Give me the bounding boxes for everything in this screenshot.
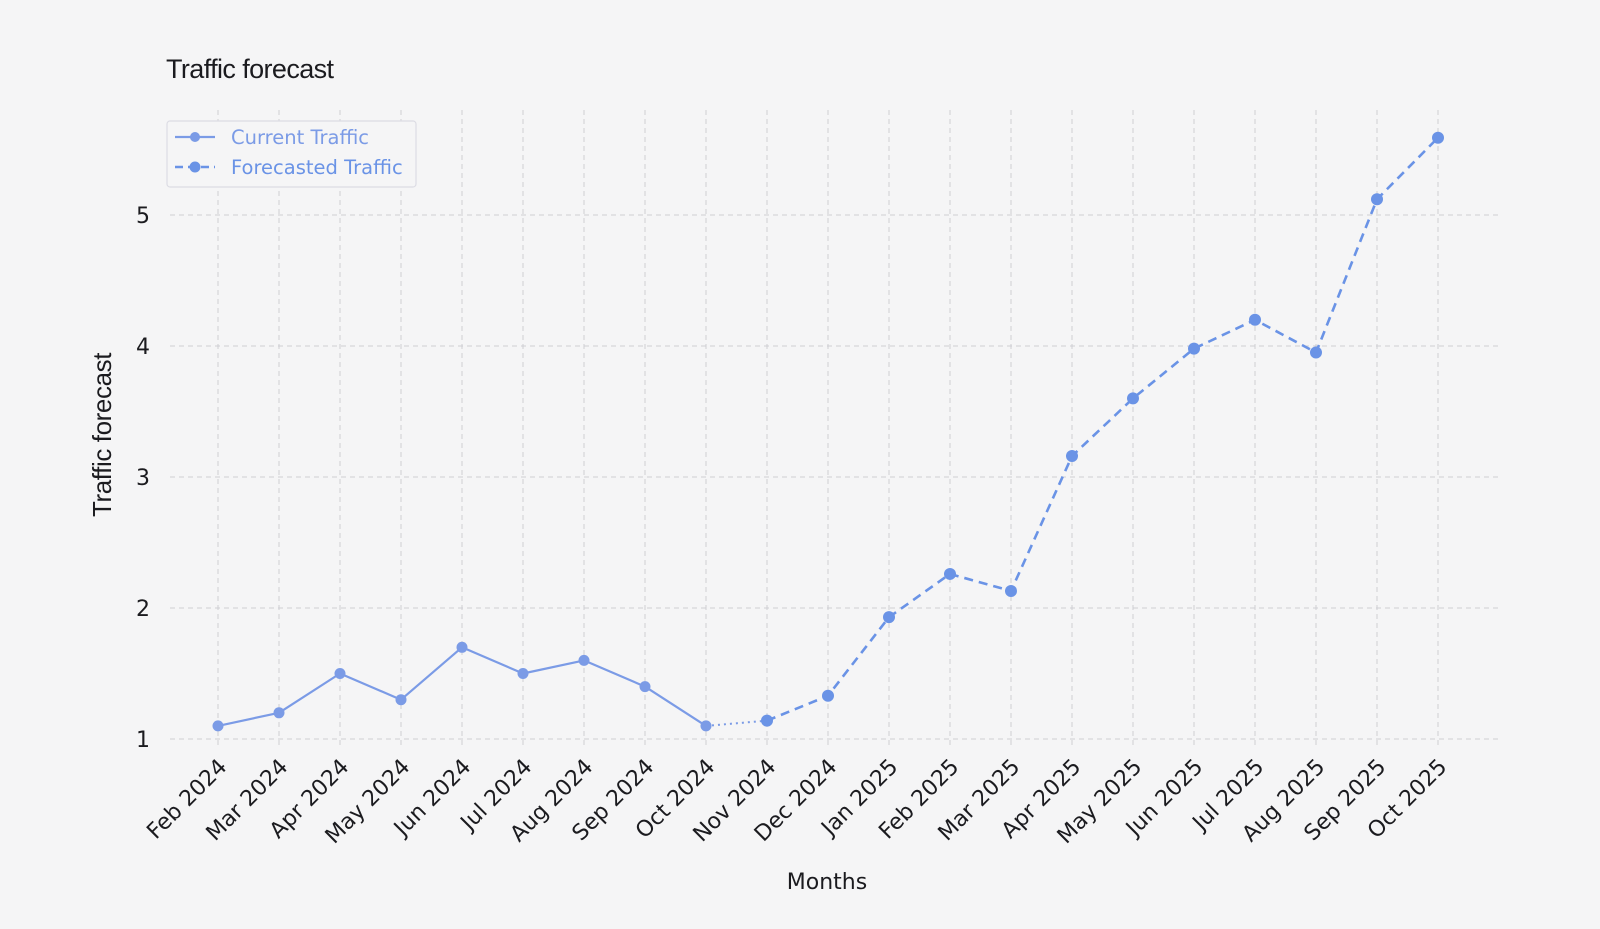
current-traffic-point[interactable] — [273, 707, 285, 719]
grid — [170, 110, 1498, 745]
current-traffic-point[interactable] — [578, 654, 590, 666]
forecasted-traffic-point[interactable] — [822, 689, 834, 702]
current-traffic-point[interactable] — [212, 720, 224, 732]
current-traffic-point[interactable] — [395, 694, 407, 706]
y-tick-label: 1 — [136, 728, 150, 753]
legend: Current Traffic Forecasted Traffic — [166, 120, 417, 188]
y-tick-label: 3 — [136, 466, 150, 491]
forecasted-traffic-point[interactable] — [1432, 131, 1444, 144]
x-axis-label: Months — [787, 870, 867, 895]
series-layer — [212, 131, 1444, 732]
current-traffic-point[interactable] — [700, 720, 712, 732]
forecasted-traffic-line — [766, 136, 1439, 722]
legend-current-label: Current Traffic — [231, 126, 369, 149]
legend-box — [166, 120, 417, 188]
current-traffic-point[interactable] — [639, 681, 651, 693]
current-traffic-point[interactable] — [517, 668, 529, 679]
legend-current-marker — [190, 132, 200, 142]
forecasted-traffic-point[interactable] — [883, 611, 895, 624]
y-axis-ticks: 1 2 3 4 5 — [136, 204, 150, 753]
series-connector-dotted — [705, 719, 768, 727]
forecasted-traffic-point[interactable] — [1371, 193, 1383, 206]
forecasted-traffic-point[interactable] — [944, 567, 956, 580]
forecasted-traffic-point[interactable] — [1127, 392, 1139, 405]
forecasted-traffic-point[interactable] — [1310, 346, 1322, 359]
current-traffic-point[interactable] — [334, 668, 346, 679]
forecasted-traffic-point[interactable] — [1188, 342, 1200, 355]
legend-forecast-marker — [189, 161, 201, 173]
current-traffic-point[interactable] — [456, 641, 468, 653]
y-axis-label: Traffic forecast — [87, 352, 117, 517]
y-tick-label: 2 — [136, 597, 150, 622]
forecasted-traffic-point[interactable] — [761, 714, 773, 727]
forecasted-traffic-point[interactable] — [1249, 313, 1261, 326]
legend-forecast-label: Forecasted Traffic — [231, 156, 403, 179]
y-tick-label: 5 — [136, 204, 150, 229]
y-tick-label: 4 — [136, 335, 150, 360]
forecasted-traffic-point[interactable] — [1066, 450, 1078, 463]
forecasted-traffic-point[interactable] — [1005, 584, 1017, 597]
chart-title: Traffic forecast — [166, 54, 335, 84]
